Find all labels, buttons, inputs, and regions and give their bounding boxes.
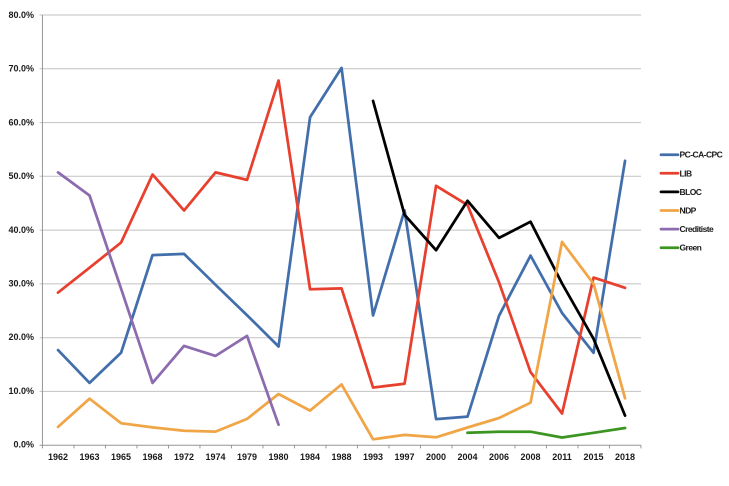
svg-text:50.0%: 50.0%: [8, 171, 34, 181]
svg-text:60.0%: 60.0%: [8, 117, 34, 127]
svg-text:Creditiste: Creditiste: [680, 224, 715, 234]
svg-text:1963: 1963: [80, 452, 100, 462]
svg-text:1974: 1974: [206, 452, 226, 462]
svg-text:2004: 2004: [458, 452, 478, 462]
svg-text:2011: 2011: [552, 452, 572, 462]
svg-text:2006: 2006: [489, 452, 509, 462]
svg-text:40.0%: 40.0%: [8, 225, 34, 235]
svg-text:Green: Green: [680, 243, 702, 253]
svg-text:BLOC: BLOC: [680, 187, 702, 197]
svg-text:PC-CA-CPC: PC-CA-CPC: [680, 150, 723, 160]
svg-text:1965: 1965: [111, 452, 131, 462]
svg-text:1988: 1988: [332, 452, 352, 462]
svg-text:1962: 1962: [48, 452, 68, 462]
svg-text:2008: 2008: [521, 452, 541, 462]
svg-text:1997: 1997: [395, 452, 415, 462]
svg-text:1980: 1980: [269, 452, 289, 462]
svg-text:2000: 2000: [426, 452, 446, 462]
svg-text:20.0%: 20.0%: [8, 332, 34, 342]
svg-text:0.0%: 0.0%: [13, 440, 34, 450]
svg-text:2015: 2015: [584, 452, 604, 462]
svg-text:LIB: LIB: [680, 168, 692, 178]
svg-text:10.0%: 10.0%: [8, 386, 34, 396]
svg-text:30.0%: 30.0%: [8, 279, 34, 289]
svg-text:80.0%: 80.0%: [8, 10, 34, 20]
svg-text:1972: 1972: [174, 452, 194, 462]
svg-text:1993: 1993: [363, 452, 383, 462]
svg-text:70.0%: 70.0%: [8, 64, 34, 74]
svg-text:1979: 1979: [237, 452, 257, 462]
svg-text:NDP: NDP: [680, 206, 697, 216]
svg-text:2018: 2018: [615, 452, 635, 462]
svg-text:1984: 1984: [300, 452, 320, 462]
svg-text:1968: 1968: [143, 452, 163, 462]
